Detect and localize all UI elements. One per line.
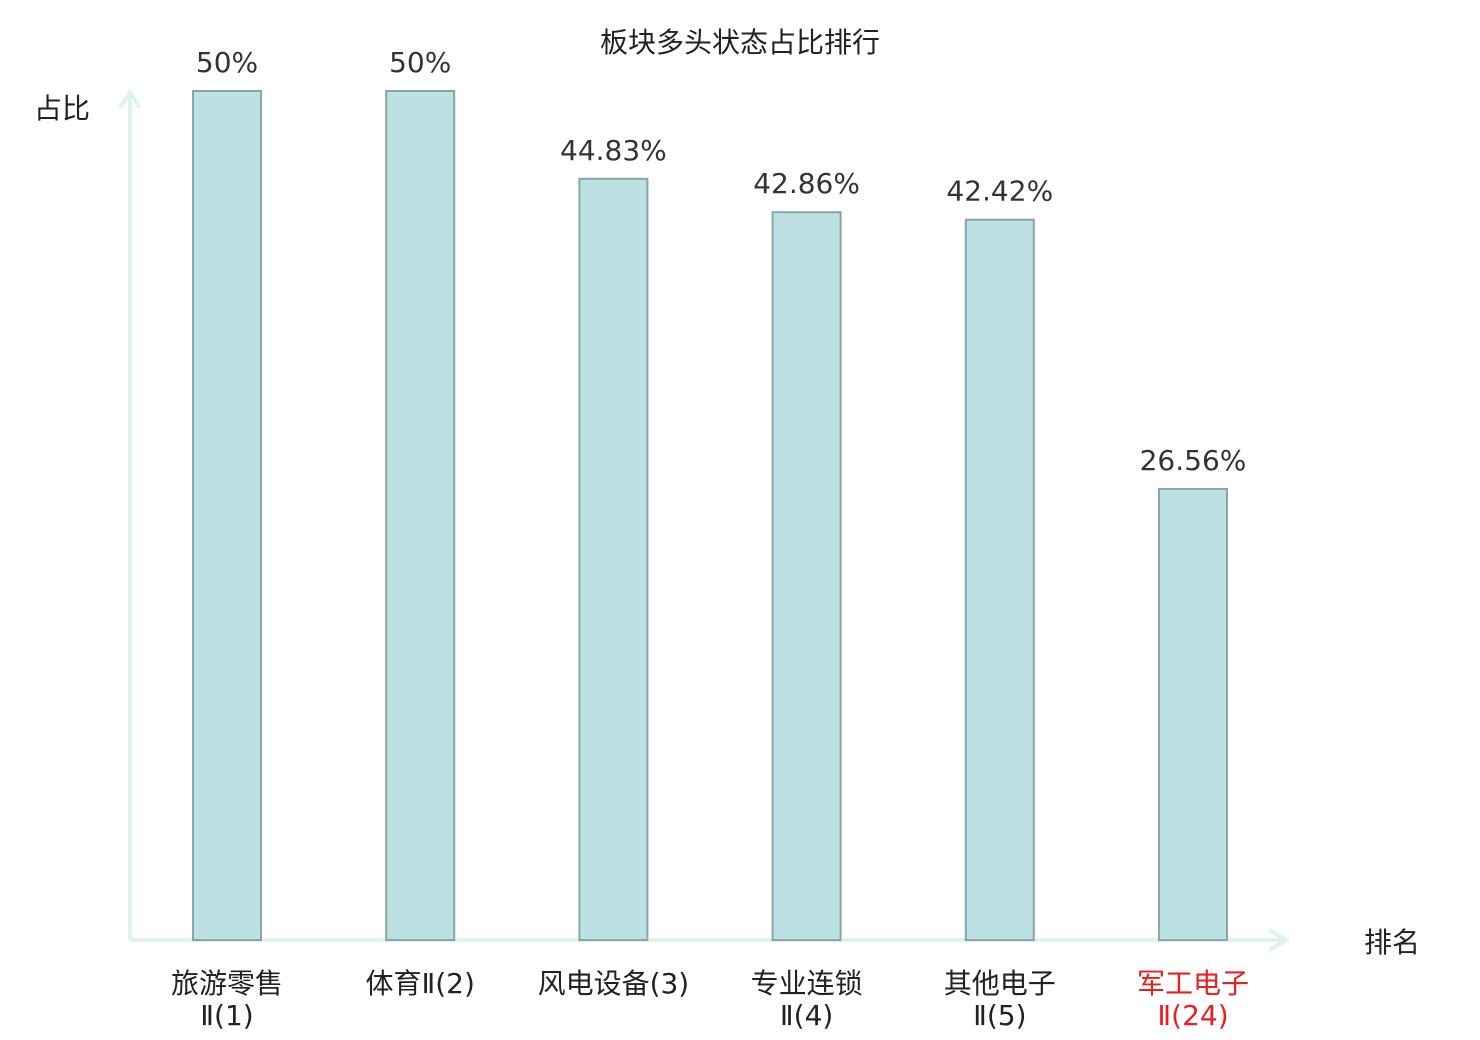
x-tick-label-2: 体育Ⅱ(2)	[365, 967, 474, 1000]
bar-3	[578, 177, 649, 942]
data-label-5: 42.42%	[946, 175, 1053, 208]
bar-4	[771, 211, 842, 941]
y-axis-arrow	[118, 88, 142, 110]
bar-5	[964, 218, 1035, 941]
x-tick-label-6: 军工电子	[1137, 967, 1249, 1000]
data-label-2: 50%	[389, 46, 451, 79]
data-label-6: 26.56%	[1140, 444, 1247, 477]
x-tick-label-3: 风电设备(3)	[538, 967, 690, 1000]
y-axis-label: 占比	[34, 92, 90, 125]
bar-6	[1158, 488, 1228, 941]
x-axis-label: 排名	[1364, 926, 1420, 959]
x-tick-label-5: 其他电子	[944, 967, 1056, 1000]
x-tick-label-4-line2: Ⅱ(4)	[780, 999, 833, 1032]
chart-title: 板块多头状态占比排行	[600, 26, 880, 59]
x-tick-label-5-line2: Ⅱ(5)	[973, 999, 1026, 1032]
x-axis-arrow	[1268, 928, 1290, 952]
x-tick-label-1-line2: Ⅱ(1)	[200, 999, 253, 1032]
x-tick-label-1: 旅游零售	[171, 967, 283, 1000]
bar-2	[385, 90, 456, 941]
x-tick-label-6-line2: Ⅱ(24)	[1157, 999, 1228, 1032]
bar-1	[192, 90, 262, 941]
data-label-4: 42.86%	[753, 167, 860, 200]
data-label-3: 44.83%	[560, 134, 667, 167]
data-label-1: 50%	[196, 46, 258, 79]
x-tick-label-4: 专业连锁	[751, 967, 863, 1000]
